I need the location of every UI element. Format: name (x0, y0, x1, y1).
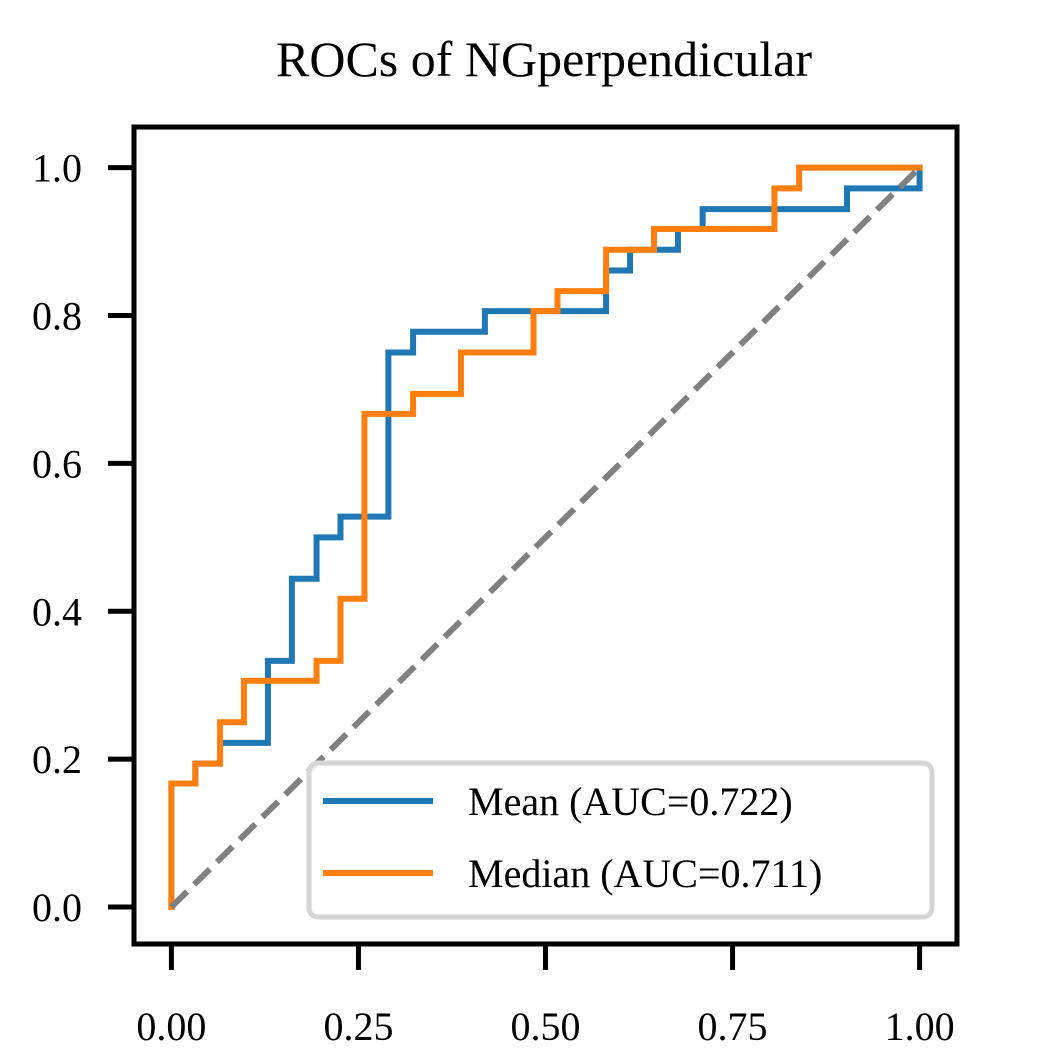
chance-diagonal-line (169, 165, 922, 910)
plot-area (168, 164, 923, 911)
y-tick-label: 0.2 (32, 737, 82, 782)
legend-label-1: Median (AUC=0.711) (468, 851, 822, 896)
y-tick-label: 0.0 (32, 885, 82, 930)
x-tick-label: 0.50 (511, 1004, 581, 1049)
y-tick-label: 0.4 (32, 589, 82, 634)
x-tick-label: 0.75 (698, 1004, 768, 1049)
y-tick-label: 1.0 (32, 146, 82, 191)
chart-title: ROCs of NGperpendicular (276, 31, 812, 87)
axes: 0.00 0.25 0.50 0.75 1.00 0.0 0.2 0.4 0.6 0.8 1.0 (32, 124, 960, 1049)
legend-box (306, 760, 935, 920)
x-tick-label: 1.00 (885, 1004, 955, 1049)
x-tick-label: 0.25 (323, 1004, 393, 1049)
legend-label-0: Mean (AUC=0.722) (468, 779, 793, 824)
x-tick-label: 0.00 (136, 1004, 206, 1049)
legend: Mean (AUC=0.722) Median (AUC=0.711) (306, 760, 935, 920)
series-line-1 (168, 164, 923, 911)
y-tick-label: 0.8 (32, 294, 82, 339)
y-tick-label: 0.6 (32, 441, 82, 486)
